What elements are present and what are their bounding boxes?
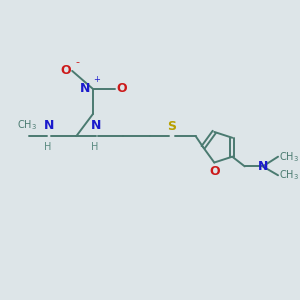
Text: N: N xyxy=(91,119,101,132)
Text: CH$_3$: CH$_3$ xyxy=(279,150,299,164)
Text: H: H xyxy=(91,142,98,152)
Text: O: O xyxy=(60,64,71,77)
Text: +: + xyxy=(94,75,100,84)
Text: H: H xyxy=(44,142,51,152)
Text: CH$_3$: CH$_3$ xyxy=(279,168,299,182)
Text: -: - xyxy=(76,57,80,67)
Text: N: N xyxy=(80,82,91,95)
Text: N: N xyxy=(44,119,54,132)
Text: S: S xyxy=(168,120,177,133)
Text: O: O xyxy=(117,82,127,95)
Text: N: N xyxy=(258,160,268,173)
Text: O: O xyxy=(209,165,220,178)
Text: CH$_3$: CH$_3$ xyxy=(17,118,37,132)
